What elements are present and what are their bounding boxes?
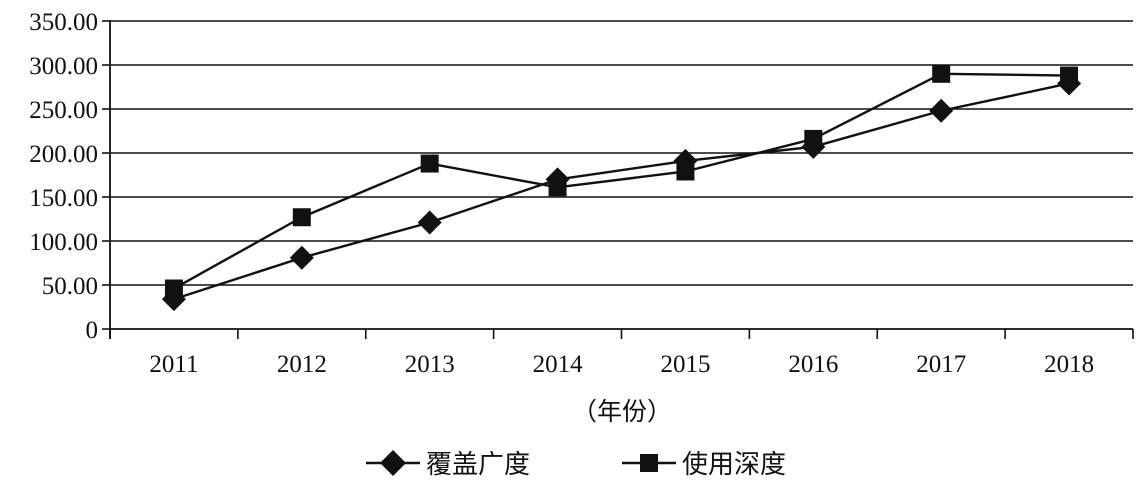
y-tick-label-5: 250.00: [29, 97, 98, 124]
x-tick-label-2018: 2018: [1044, 351, 1094, 378]
y-tick-label-1: 50.00: [42, 273, 98, 300]
series-2-point-2013: [420, 154, 439, 173]
series-2-line: [173, 72, 1070, 290]
series-1-point-2012: [289, 245, 314, 270]
series-2-point-2018: [1060, 66, 1079, 85]
y-tick-label-7: 350.00: [29, 9, 98, 36]
series-1-point-2013: [417, 210, 442, 235]
series-2: [164, 64, 1079, 298]
series-2-point-2011: [164, 279, 183, 298]
legend-label-2: 使用深度: [682, 450, 786, 480]
legend: 覆盖广度 使用深度: [366, 450, 786, 480]
series-1-line: [173, 82, 1070, 301]
x-tick-label-2013: 2013: [405, 351, 455, 378]
x-tick-label-2012: 2012: [277, 351, 327, 378]
series-2-point-2017: [932, 64, 951, 83]
x-tick-label-2017: 2017: [916, 351, 966, 378]
x-tick-labels: 2011 2012 2013 2014 2015 2016 2017 2018: [149, 351, 1094, 378]
series-2-point-2012: [292, 208, 311, 227]
y-tick-labels: 0 50.00 100.00 150.00 200.00 250.00 300.00 350.…: [29, 9, 98, 344]
series-1: [161, 71, 1082, 312]
y-tick-label-3: 150.00: [29, 185, 98, 212]
series-2-point-2014: [548, 178, 567, 197]
series-1-point-2017: [929, 98, 954, 123]
x-axis-title: （年份）: [572, 397, 672, 426]
axes: [102, 20, 1134, 339]
legend-marker-2: [640, 454, 658, 472]
grid-lines: [110, 20, 1133, 286]
legend-marker-1: [380, 450, 406, 476]
legend-label-1: 覆盖广度: [426, 450, 530, 480]
series: [161, 64, 1082, 312]
x-tick-label-2014: 2014: [533, 351, 584, 378]
x-tick-label-2016: 2016: [788, 351, 838, 378]
legend-item-1: 覆盖广度: [366, 450, 530, 480]
series-2-point-2015: [676, 162, 695, 181]
series-2-point-2016: [804, 129, 823, 148]
y-tick-label-6: 300.00: [29, 53, 98, 80]
legend-item-2: 使用深度: [622, 450, 786, 480]
y-tick-label-0: 0: [86, 317, 99, 344]
y-tick-label-2: 100.00: [29, 229, 98, 256]
x-tick-label-2015: 2015: [660, 351, 710, 378]
y-tick-label-4: 200.00: [29, 141, 98, 168]
x-tick-label-2011: 2011: [149, 351, 198, 378]
